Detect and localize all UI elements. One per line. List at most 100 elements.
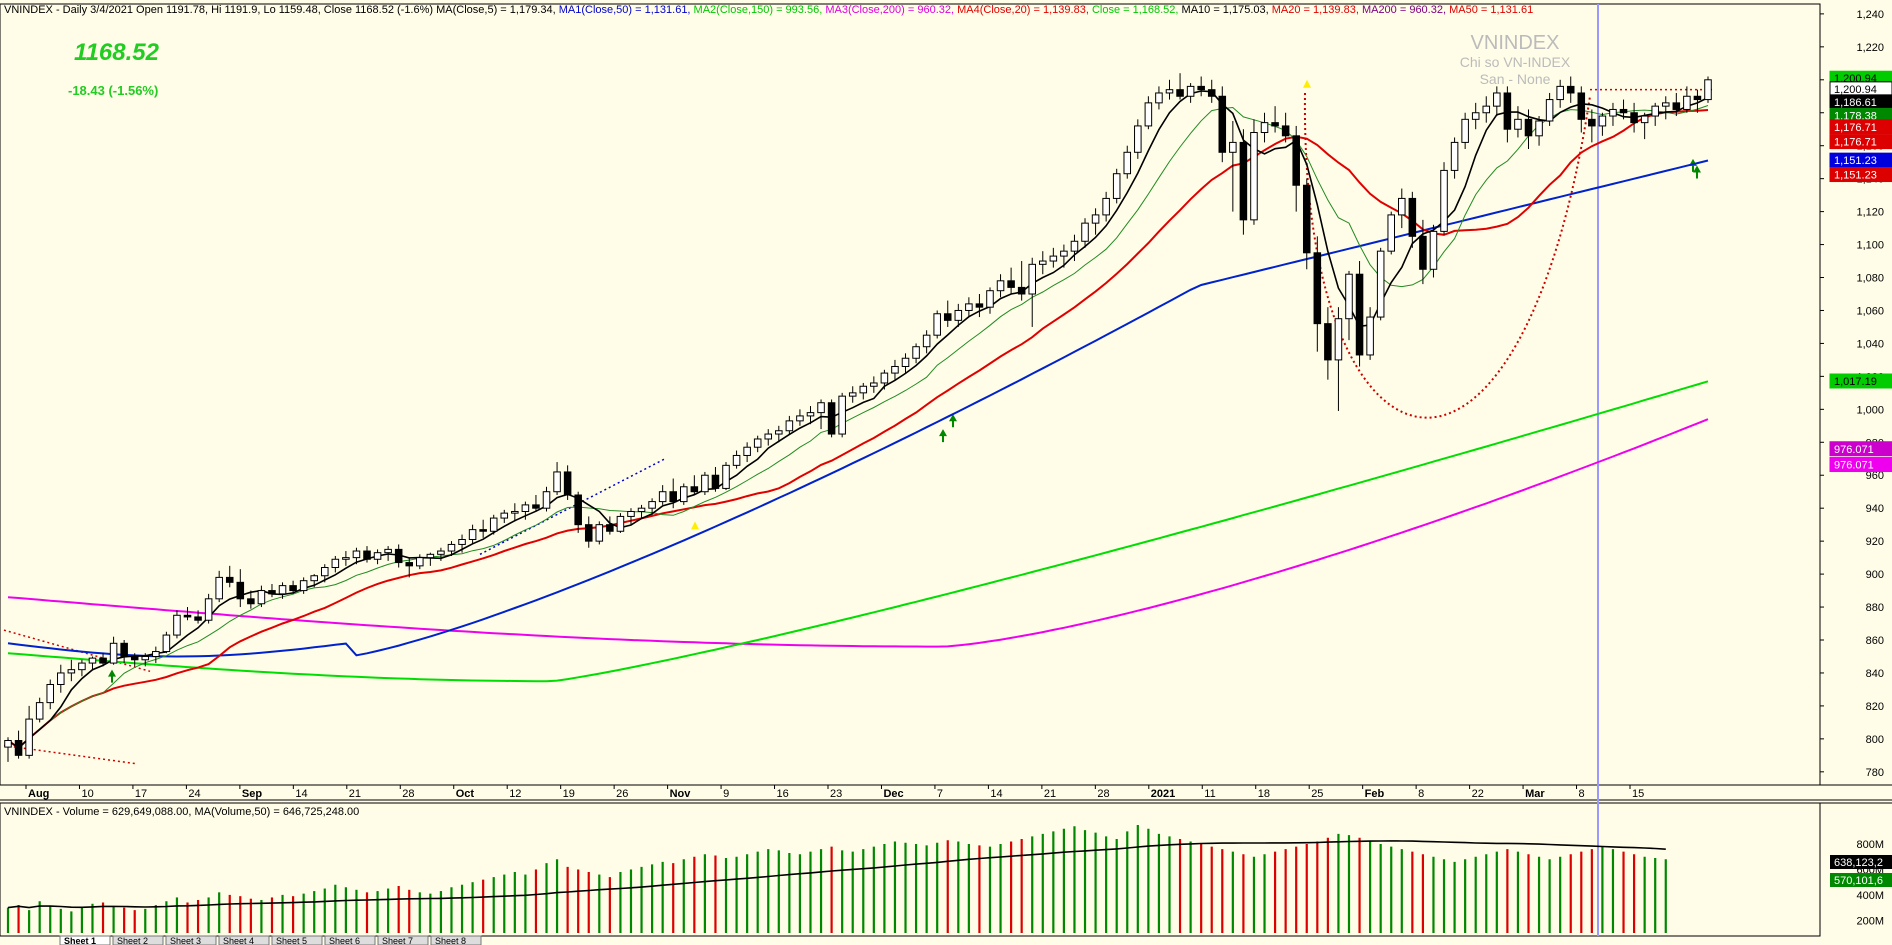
candle-body [785,420,794,432]
price-tag-label: 1,200.94 [1834,84,1877,96]
sheet-tab[interactable]: Sheet 8 [430,935,482,945]
candle-body [584,524,593,542]
candle-body [437,550,445,555]
candle-body [1651,105,1659,117]
candle-body [1683,95,1691,110]
candle-body [225,576,234,583]
sheet-tab[interactable]: Sheet 6 [324,935,376,945]
candle-body [1514,118,1522,130]
sheet-tab-box [324,935,376,945]
candle-body [1229,141,1237,153]
candle-body [14,740,23,756]
candle-body [479,529,487,532]
candle-body [1250,132,1258,221]
buy-signal-arrow [1689,158,1697,172]
sheet-tab-box [165,935,217,945]
candle-body [922,334,931,348]
candle-body [1070,240,1079,252]
candle-body [458,538,466,545]
header-info-item: MA1(Close,50) = 1,131.61, [559,4,694,16]
candle-body [648,501,656,509]
candle-body [426,553,435,559]
candle-body [1324,323,1332,361]
candle-body [1207,89,1216,97]
y-tick-label: 1,040 [1856,338,1884,350]
candle-body [1482,105,1491,114]
candle-body [78,662,86,671]
sheet-tab[interactable]: Sheet 1 [59,935,111,945]
candle-body [194,616,202,621]
candle-body [173,614,181,636]
candle-body [1566,85,1575,94]
y-tick-label: 960 [1866,470,1884,482]
sheet-tab[interactable]: Sheet 2 [112,935,164,945]
price-tag-label: 1,017.19 [1834,376,1877,388]
candle-body [162,634,171,653]
candle-body [120,642,128,657]
x-tick-label: 7 [937,788,943,800]
sheet-tab[interactable]: Sheet 3 [165,935,217,945]
volume-header: VNINDEX - Volume = 629,649,088.00, MA(Vo… [4,806,359,818]
candle-body [1429,230,1438,270]
header-info-item: MA(Close,5) = 1,179.34, [436,4,559,16]
x-tick-label: 24 [188,788,200,800]
ma150-line [7,380,1709,683]
sheet-tab-box [112,935,164,945]
candle-body [257,590,266,605]
candle-body [130,655,139,661]
candle-body [1661,102,1670,107]
candle-body [373,552,382,560]
candle-body [1313,252,1322,325]
candle-body [1556,85,1564,101]
candle-body [859,385,868,394]
candle-body [1419,235,1427,270]
candle-body [817,402,825,414]
price-tag-box [1829,134,1892,150]
x-tick-label: 9 [723,788,729,800]
x-tick-label: Nov [670,788,692,800]
candle-body [1281,125,1290,137]
candle-body [1619,108,1628,114]
candle-body [1334,318,1343,361]
sheet-tab[interactable]: Sheet 4 [218,935,270,945]
candle-body [1609,108,1617,117]
price-tag-box [1829,167,1892,183]
sheet-tab-box [377,935,429,945]
x-tick-label: 15 [1632,788,1644,800]
candle-body [405,562,414,567]
y-tick-label: 1,240 [1856,9,1884,21]
price-tag-label: 1,151.23 [1834,155,1877,167]
candle-body [532,504,540,509]
candle-body [1186,85,1195,97]
y-tick-label: 1,060 [1856,305,1884,317]
volume-tag-box [1830,855,1892,869]
candle-body [1345,273,1353,320]
candle-body [1144,102,1153,127]
sheet-tab-label: Sheet 8 [435,936,466,945]
candle-body [680,486,688,503]
candle-body [352,550,361,559]
candle-body [521,504,530,512]
x-tick-label: Sep [242,788,262,800]
y-tick-label: 920 [1866,536,1884,548]
candle-body [468,529,477,540]
sheet-tab[interactable]: Sheet 7 [377,935,429,945]
candle-body [996,280,1005,292]
x-tick-label: 2021 [1151,788,1175,800]
candle-body [1355,273,1364,356]
candle-body [1524,118,1533,137]
y-tick-label: 940 [1866,503,1884,515]
x-tick-label: 8 [1579,788,1585,800]
candle-body [891,365,899,374]
candle-body [1112,173,1121,199]
candle-body [542,491,551,509]
sheet-tab-label: Sheet 2 [117,936,148,945]
candle-body [1503,92,1512,130]
sheet-tab[interactable]: Sheet 5 [271,935,323,945]
candle-body [1376,250,1385,318]
sheet-tab-box [218,935,270,945]
price-tag-label: 1,176.71 [1834,122,1877,134]
volume-tag-label: 570,101,6 [1834,875,1883,887]
price-tag-label: 1,151.23 [1834,170,1877,182]
